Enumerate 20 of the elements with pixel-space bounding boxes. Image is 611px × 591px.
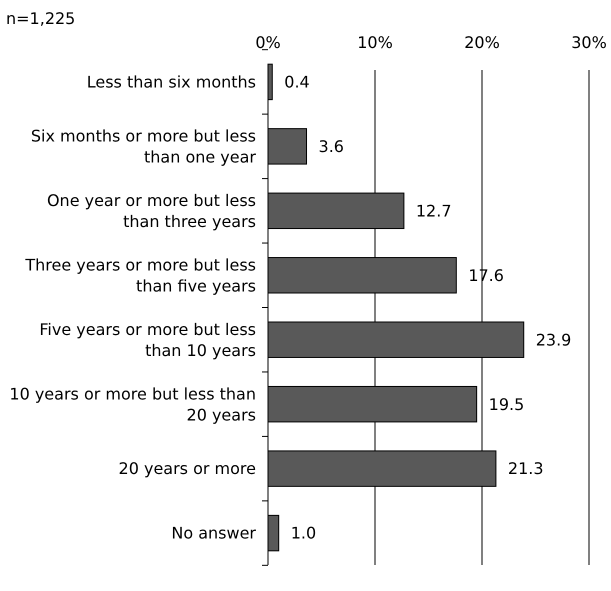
x-tick-label: 20% bbox=[464, 33, 500, 52]
data-label: 12.7 bbox=[416, 201, 452, 220]
data-label: 19.5 bbox=[488, 394, 524, 414]
y-tick-label: Five years or more but less than 10 years bbox=[39, 320, 256, 360]
data-label: 23.9 bbox=[536, 330, 572, 350]
y-tick-label: Six months or more but less than one year bbox=[30, 126, 256, 166]
y-tick-label: One year or more but less than three years bbox=[46, 190, 256, 231]
y-tick-label: 20 years or more bbox=[118, 459, 256, 478]
x-tick-label: 30% bbox=[571, 33, 607, 52]
text: n=1,225 bbox=[6, 9, 76, 28]
y-tick-label: No answer bbox=[171, 524, 256, 543]
data-label: 0.4 bbox=[284, 72, 310, 92]
data-label: 21.3 bbox=[508, 459, 544, 478]
data-label: 3.6 bbox=[318, 136, 344, 156]
data-label: 1.0 bbox=[290, 524, 316, 543]
y-tick-label: Less than six months bbox=[86, 72, 256, 92]
y-tick-label: 10 years or more but less than 20 years bbox=[9, 384, 256, 424]
x-tick-label: 10% bbox=[357, 33, 393, 52]
y-tick-label: Three years or more but less than five years bbox=[24, 255, 256, 296]
x-tick-label: 0% bbox=[255, 33, 281, 52]
